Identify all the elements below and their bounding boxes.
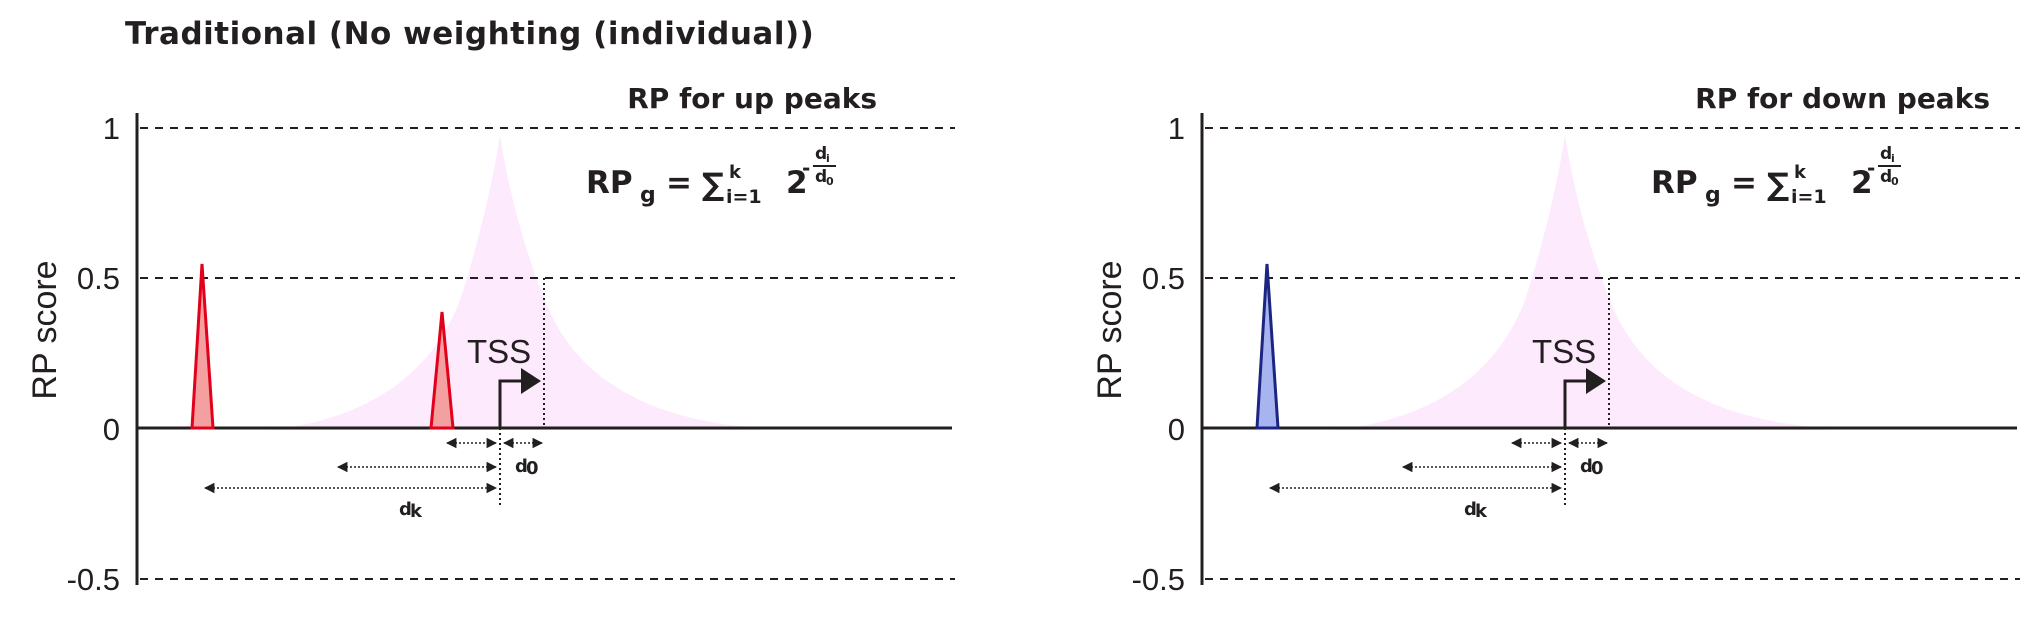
y-axis-label: RP score	[26, 260, 64, 399]
tick-neg-0-5: -0.5	[67, 562, 120, 597]
svg-text:RP: RP	[586, 165, 633, 201]
svg-text:k: k	[729, 162, 742, 183]
tick-0-5-r: 0.5	[1142, 261, 1185, 296]
svg-text:∑: ∑	[702, 167, 724, 203]
svg-text:-: -	[802, 156, 810, 180]
tss-arrow-down	[1563, 368, 1606, 428]
svg-text:d: d	[1880, 144, 1892, 164]
d0-label-down: d 0	[1580, 456, 1604, 479]
up-peak-2	[429, 311, 455, 430]
svg-text:i: i	[1891, 152, 1895, 165]
svg-text:d: d	[815, 167, 827, 187]
svg-text:d: d	[815, 144, 827, 164]
svg-text:g: g	[1705, 183, 1721, 208]
svg-text:k: k	[1794, 162, 1807, 183]
tick-1: 1	[103, 111, 120, 146]
svg-text:RP: RP	[1651, 165, 1698, 201]
dk-label-down: d k	[1464, 499, 1488, 522]
tick-neg-0-5-r: -0.5	[1132, 562, 1185, 597]
rp-formula-down: RP g = ∑ k i=1 2 - d i d 0	[1651, 144, 1901, 208]
rp-formula-up: RP g = ∑ k i=1 2 - d i d 0	[586, 144, 836, 208]
panel-title-up: RP for up peaks	[627, 82, 877, 115]
svg-text:-: -	[1867, 156, 1875, 180]
dk-label-up: d k	[399, 499, 423, 522]
svg-text:0: 0	[1891, 175, 1899, 188]
decay-curve-up	[270, 135, 760, 430]
tick-0-r: 0	[1168, 412, 1185, 447]
svg-text:d: d	[515, 456, 528, 477]
tss-label-down: TSS	[1532, 333, 1596, 370]
y-axis-label-r: RP score	[1091, 260, 1129, 399]
tick-0-5: 0.5	[77, 261, 120, 296]
panel-title-down: RP for down peaks	[1695, 82, 1990, 115]
svg-text:0: 0	[1591, 458, 1604, 479]
d0-label-up: d 0	[515, 456, 539, 479]
down-peak-1	[1255, 263, 1280, 430]
svg-text:2: 2	[786, 165, 808, 201]
svg-text:k: k	[1475, 501, 1488, 522]
svg-text:∑: ∑	[1767, 167, 1789, 203]
tss-label-up: TSS	[467, 333, 531, 370]
svg-text:=: =	[1731, 165, 1757, 201]
panel-down: 1 0.5 0 -0.5 RP score RP for down peaks …	[1091, 82, 2020, 597]
svg-text:d: d	[1464, 499, 1477, 520]
tss-arrow-up	[498, 368, 541, 428]
figure-title: Traditional (No weighting (individual))	[125, 16, 815, 52]
svg-text:0: 0	[526, 458, 539, 479]
decay-curve-down	[1335, 135, 1825, 430]
svg-text:2: 2	[1851, 165, 1873, 201]
svg-text:d: d	[1880, 167, 1892, 187]
panel-up: 1 0.5 0 -0.5 RP score RP for up peaks RP…	[26, 82, 955, 597]
svg-text:i=1: i=1	[1791, 186, 1827, 208]
svg-text:0: 0	[826, 175, 834, 188]
up-peak-1	[190, 263, 215, 430]
svg-text:i=1: i=1	[726, 186, 762, 208]
svg-text:i: i	[826, 152, 830, 165]
svg-text:g: g	[640, 183, 656, 208]
svg-text:=: =	[666, 165, 692, 201]
svg-text:d: d	[399, 499, 412, 520]
svg-text:k: k	[410, 501, 423, 522]
svg-text:d: d	[1580, 456, 1593, 477]
tick-0: 0	[103, 412, 120, 447]
tick-1-r: 1	[1168, 111, 1185, 146]
